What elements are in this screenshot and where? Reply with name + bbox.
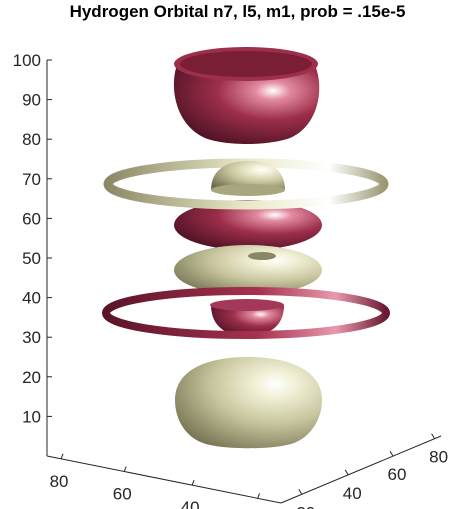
y-tick-label: 60 bbox=[388, 465, 407, 484]
lobe-upper-dome bbox=[211, 161, 285, 196]
lobe-lower-ring-back bbox=[102, 287, 390, 314]
z-tick-label: 70 bbox=[22, 170, 41, 189]
y-tick-label: 80 bbox=[429, 448, 448, 467]
x-tick-mark bbox=[191, 479, 195, 486]
y-axis: 20 40 60 80 bbox=[280, 433, 448, 509]
lobe-top-cap bbox=[173, 47, 320, 144]
z-tick-label: 100 bbox=[13, 51, 41, 70]
y-tick-label: 40 bbox=[343, 484, 362, 503]
x-tick-label: 60 bbox=[113, 485, 132, 504]
x-axis: 80604020 bbox=[46, 453, 282, 509]
z-tick-label: 30 bbox=[22, 328, 41, 347]
y-tick-mark bbox=[431, 433, 436, 439]
z-tick-label: 20 bbox=[22, 368, 41, 387]
z-tick-label: 90 bbox=[22, 91, 41, 110]
x-tick-mark bbox=[257, 493, 261, 499]
chart-title: Hydrogen Orbital n7, l5, m1, prob = .15e… bbox=[69, 2, 406, 21]
z-axis: 10 20 30 40 50 60 70 80 90 100 bbox=[13, 51, 52, 456]
z-tick-label: 40 bbox=[22, 289, 41, 308]
x-axis-line bbox=[46, 455, 282, 504]
z-tick-label: 80 bbox=[22, 130, 41, 149]
y-tick-mark bbox=[298, 489, 303, 495]
y-tick-mark bbox=[344, 469, 349, 476]
z-tick-label: 10 bbox=[22, 407, 41, 426]
lobe-bottom-cap bbox=[175, 357, 322, 449]
lobe-lower-dome bbox=[210, 299, 284, 336]
lobe-lower-ring-front bbox=[102, 312, 390, 339]
lobe-upper-ring-front bbox=[103, 182, 389, 210]
lobe-middle-torus bbox=[174, 245, 322, 295]
y-axis-line bbox=[280, 435, 442, 504]
z-tick-label: 60 bbox=[22, 209, 41, 228]
x-tick-label: 80 bbox=[50, 472, 69, 491]
x-tick-label: 40 bbox=[181, 498, 200, 509]
x-tick-mark bbox=[123, 466, 127, 472]
lobe-upper-torus bbox=[174, 200, 322, 250]
y-tick-mark bbox=[389, 450, 394, 457]
z-tick-label: 50 bbox=[22, 249, 41, 268]
x-tick-mark bbox=[60, 453, 64, 460]
y-tick-label: 20 bbox=[296, 503, 315, 509]
